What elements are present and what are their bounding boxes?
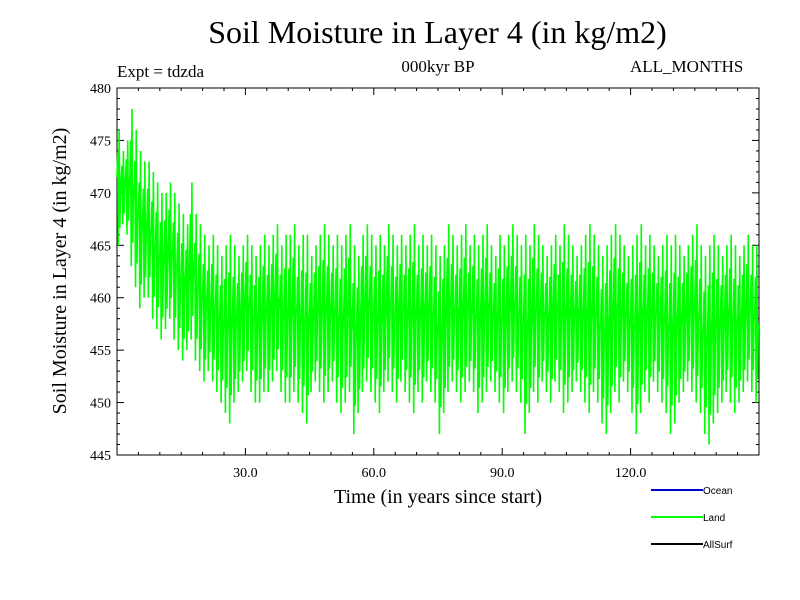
x-tick-label: 30.0	[233, 466, 258, 481]
y-tick-label: 475	[90, 134, 111, 149]
series-line-land	[116, 108, 760, 445]
y-tick-label: 445	[90, 449, 111, 464]
y-tick-label: 460	[90, 292, 111, 307]
y-tick-label: 465	[90, 239, 111, 254]
experiment-label: Expt = tdzda	[117, 62, 205, 81]
legend-label-ocean: Ocean	[703, 486, 732, 497]
y-tick-label: 480	[90, 82, 111, 97]
x-axis: 30.0 60.0 90.0 120.0	[137, 88, 739, 481]
x-tick-label: 60.0	[362, 466, 387, 481]
series-layer	[116, 108, 760, 445]
y-tick-label: 470	[90, 187, 111, 202]
y-axis: 445 450 455 460 465 470 475 480	[90, 82, 759, 464]
chart-subtitle: 000kyr BP	[401, 57, 475, 76]
y-axis-label: Soil Moisture in Layer 4 (in kg/m2)	[49, 128, 71, 415]
x-tick-label: 120.0	[615, 466, 647, 481]
legend-label-land: Land	[703, 513, 725, 524]
x-axis-label: Time (in years since start)	[334, 486, 542, 508]
y-tick-label: 450	[90, 397, 111, 412]
x-tick-label: 90.0	[490, 466, 515, 481]
chart-title: Soil Moisture in Layer 4 (in kg/m2)	[208, 14, 667, 50]
y-tick-label: 455	[90, 344, 111, 359]
period-label: ALL_MONTHS	[630, 57, 744, 76]
legend: Ocean Land AllSurf	[651, 486, 733, 551]
legend-label-allsurf: AllSurf	[703, 540, 733, 551]
